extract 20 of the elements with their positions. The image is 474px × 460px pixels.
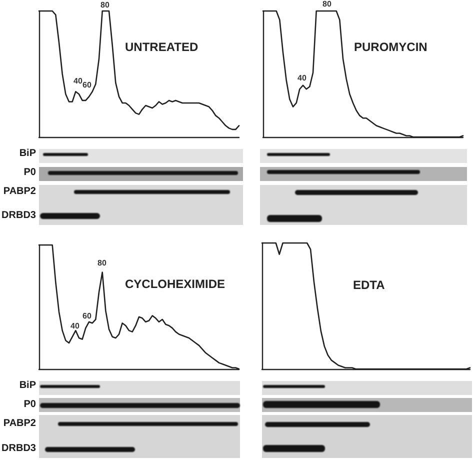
text: PUROMYCIN <box>354 40 428 54</box>
text: P0 <box>24 167 36 179</box>
text: EDTA <box>353 278 386 292</box>
annotation: 60 <box>82 312 92 320</box>
annotation: 40 <box>70 322 80 330</box>
text: CYCLOHEXIMIDE <box>125 277 226 291</box>
text: 80 <box>322 0 332 8</box>
text: P0 <box>24 399 36 411</box>
text: DRBD3 <box>2 443 36 455</box>
text: 80 <box>100 0 110 10</box>
text: DRBD3 <box>2 210 36 222</box>
text: UNTREATED <box>125 40 198 54</box>
text: BiP <box>19 148 36 160</box>
text: PABP2 <box>3 186 36 198</box>
annotation: 60 <box>82 80 92 90</box>
annotation: 80 <box>98 258 106 268</box>
annotation: 40 <box>74 76 82 86</box>
text: BiP <box>19 380 36 392</box>
annotation: 40 <box>298 74 306 82</box>
text: PABP2 <box>3 418 36 430</box>
